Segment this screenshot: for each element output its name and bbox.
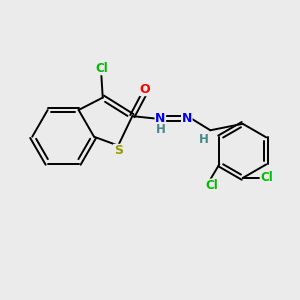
Text: Cl: Cl <box>206 179 218 192</box>
Text: S: S <box>114 144 123 158</box>
Text: H: H <box>156 123 166 136</box>
Text: O: O <box>140 82 150 95</box>
Text: Cl: Cl <box>261 172 274 184</box>
Text: N: N <box>182 112 192 125</box>
Text: H: H <box>199 133 209 146</box>
Text: N: N <box>155 112 166 125</box>
Text: Cl: Cl <box>95 62 108 75</box>
